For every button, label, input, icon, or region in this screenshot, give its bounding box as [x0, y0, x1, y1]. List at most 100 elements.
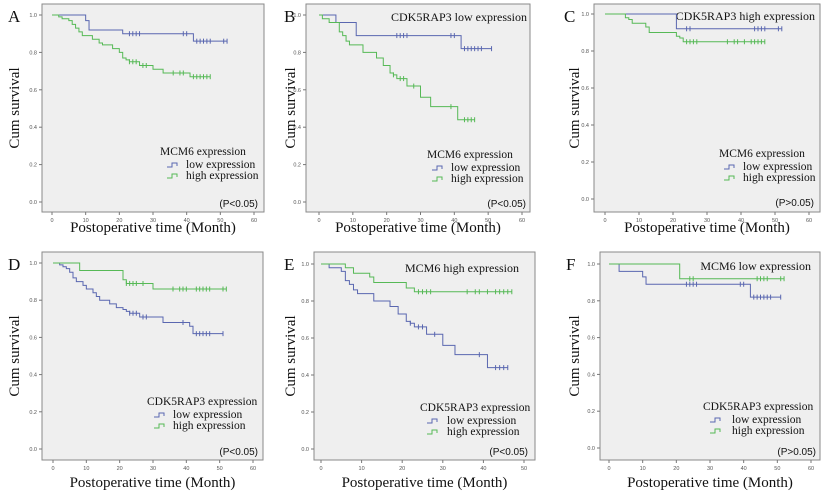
y-tick-label: 0.4	[581, 123, 589, 129]
legend-entry: low expression	[451, 162, 521, 174]
plot-area	[313, 251, 536, 461]
y-tick-label: 0.6	[301, 336, 309, 342]
legend-entry: high expression	[451, 173, 524, 185]
p-value: (P<0.05)	[219, 199, 258, 210]
x-tick-label: 40	[738, 218, 744, 224]
panel-subtitle: MCM6 high expression	[405, 261, 519, 275]
y-tick-label: 0.0	[301, 447, 309, 453]
y-tick-label: 0.8	[587, 299, 595, 305]
y-tick-label: 1.0	[293, 13, 301, 19]
survival-curve-high	[319, 14, 475, 121]
y-tick-label: 0.6	[29, 88, 37, 94]
x-tick-label: 60	[808, 466, 814, 472]
x-tick-label: 40	[183, 466, 189, 472]
x-tick-label: 50	[485, 218, 491, 224]
x-axis-label: Postoperative time (Month)	[624, 220, 790, 236]
x-tick-label: 50	[521, 466, 527, 472]
x-tick-label: 60	[250, 466, 256, 472]
x-tick-label: 50	[217, 218, 223, 224]
y-tick-label: 0.0	[581, 197, 589, 203]
survival-curve-high	[609, 263, 785, 280]
survival-curve-low	[52, 14, 228, 42]
x-axis-label: Postoperative time (Month)	[342, 475, 508, 491]
legend-swatch-low	[710, 417, 721, 423]
x-tick-label: 0	[50, 218, 53, 224]
y-tick-label: 0.2	[587, 409, 595, 415]
survival-curve-high	[605, 13, 765, 43]
legend-title: CDK5RAP3 expression	[420, 402, 530, 414]
legend-swatch-high	[432, 176, 443, 182]
x-tick-label: 60	[519, 218, 525, 224]
x-tick-label: 30	[417, 218, 423, 224]
x-tick-label: 20	[116, 218, 122, 224]
y-tick-label: 0.6	[581, 86, 589, 92]
legend-title: CDK5RAP3 expression	[147, 396, 257, 408]
y-tick-label: 0.0	[293, 200, 301, 206]
panel-label: B	[284, 7, 295, 26]
panel-c: C 0.0 0.2 0.4 0.6 0.8 1.0 0 10 20 30 40 50 60 Postoper…	[564, 3, 821, 236]
y-tick-label: 0.6	[293, 88, 301, 94]
y-tick-label: 0.2	[29, 410, 37, 416]
y-tick-label: 0.8	[293, 50, 301, 56]
x-tick-label: 40	[184, 218, 190, 224]
y-tick-label: 1.0	[587, 262, 595, 268]
panel-subtitle: MCM6 low expression	[700, 259, 811, 273]
survival-curve-low	[609, 263, 781, 298]
y-tick-label: 0.0	[587, 446, 595, 452]
p-value: (P<0.05)	[489, 447, 528, 458]
panel-subtitle: CDK5RAP3 high expression	[676, 9, 815, 23]
legend-swatch-low	[427, 418, 438, 424]
y-tick-label: 1.0	[29, 13, 37, 19]
survival-curve-low	[53, 262, 223, 335]
x-tick-label: 20	[673, 466, 679, 472]
p-value: (P>0.05)	[777, 447, 816, 458]
x-tick-label: 30	[150, 218, 156, 224]
legend-title: MCM6 expression	[719, 148, 805, 160]
x-tick-label: 0	[51, 466, 54, 472]
y-axis-label: Cum survival	[567, 67, 583, 148]
x-tick-label: 10	[83, 466, 89, 472]
y-tick-label: 0.4	[29, 373, 37, 379]
legend-swatch-high	[724, 175, 735, 181]
survival-curve-low	[319, 14, 492, 50]
x-tick-label: 20	[384, 218, 390, 224]
legend-entry: low expression	[186, 159, 256, 171]
panel-label: D	[8, 255, 20, 274]
legend-swatch-high	[427, 429, 438, 435]
panel-f: F 0.0 0.2 0.4 0.6 0.8 1.0 0 10 20 30 40 50 60 Postoper…	[566, 251, 821, 491]
legend-swatch-low	[432, 165, 443, 171]
x-tick-label: 50	[772, 218, 778, 224]
y-axis-label: Cum survival	[567, 315, 583, 396]
x-axis-label: Postoperative time (Month)	[335, 220, 501, 236]
x-tick-label: 0	[607, 466, 610, 472]
y-tick-label: 0.2	[581, 160, 589, 166]
y-axis-label: Cum survival	[283, 67, 299, 148]
legend-swatch-high	[167, 173, 178, 179]
x-tick-label: 40	[451, 218, 457, 224]
y-tick-label: 0.2	[301, 410, 309, 416]
x-tick-label: 30	[707, 466, 713, 472]
y-tick-label: 0.8	[29, 298, 37, 304]
x-tick-label: 10	[359, 466, 365, 472]
y-tick-label: 0.4	[301, 373, 309, 379]
x-tick-label: 30	[704, 218, 710, 224]
legend-title: MCM6 expression	[160, 146, 246, 158]
survival-curve-low	[605, 13, 782, 30]
legend-swatch-high	[710, 428, 721, 434]
y-tick-label: 1.0	[581, 12, 589, 18]
panel-e: E 0.0 0.2 0.4 0.6 0.8 1.0 0 10 20 30 40 50 Postoperat…	[283, 251, 536, 491]
y-axis-label: Cum survival	[7, 67, 23, 148]
x-tick-label: 20	[399, 466, 405, 472]
legend-title: MCM6 expression	[427, 149, 513, 161]
y-tick-label: 0.8	[301, 299, 309, 305]
x-tick-label: 10	[636, 218, 642, 224]
y-tick-label: 0.6	[587, 336, 595, 342]
x-tick-label: 30	[440, 466, 446, 472]
y-tick-label: 0.4	[29, 125, 37, 131]
